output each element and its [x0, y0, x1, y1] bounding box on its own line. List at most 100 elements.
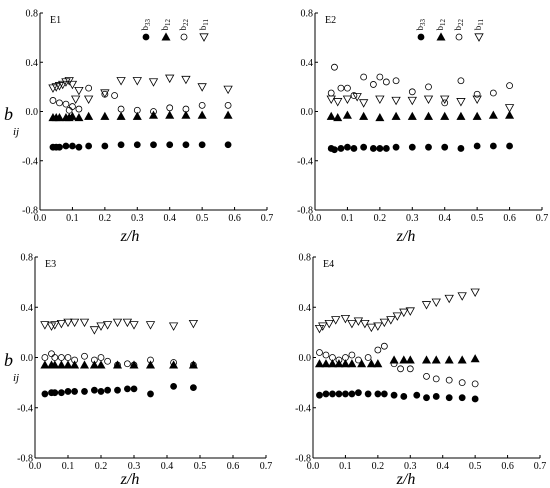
data-point-b33: [382, 145, 390, 152]
data-point-b12: [89, 360, 99, 369]
data-point-b11: [358, 99, 369, 108]
x-tick-label: 0.0: [309, 213, 322, 224]
data-point-b11: [440, 95, 450, 105]
data-point-b33: [224, 141, 232, 149]
data-point-b12: [79, 360, 90, 369]
x-tick-label: 0.6: [503, 213, 516, 224]
data-point-b22: [198, 101, 206, 109]
data-point-b22: [104, 357, 111, 365]
x-tick-label: 0.0: [34, 213, 47, 224]
panel-title: E4: [323, 259, 334, 270]
x-tick-label: 0.7: [536, 213, 549, 224]
data-point-b12: [457, 355, 467, 364]
data-point-b11: [392, 312, 402, 321]
legend-label: b12: [160, 19, 172, 31]
legend-label: b22: [178, 19, 190, 31]
data-point-b11: [472, 95, 482, 105]
data-point-b22: [327, 89, 335, 97]
data-point-b11: [457, 292, 467, 301]
data-point-b33: [441, 143, 449, 151]
data-point-b33: [329, 390, 336, 398]
data-point-b22: [471, 380, 479, 388]
panel-e4: 0.0 0.1 0.2 0.3 0.4 0.5 0.6 0.7 -0.8 -0.4 0.0 0.4 0.…: [295, 253, 546, 488]
data-point-b33: [316, 391, 323, 399]
data-point-b12: [334, 359, 344, 368]
data-point-b22: [41, 354, 49, 361]
data-point-b33: [133, 141, 141, 149]
x-tick-label: 0.7: [260, 461, 273, 472]
x-tick-label: 0.4: [438, 213, 451, 224]
data-point-b33: [81, 388, 88, 395]
data-point-b12: [488, 110, 498, 119]
data-point-b12: [67, 111, 77, 120]
legend-label: b11: [473, 19, 485, 31]
data-point-b11: [96, 322, 106, 331]
data-point-b33: [166, 141, 174, 149]
data-point-b22: [49, 97, 57, 104]
data-point-b11: [168, 322, 179, 331]
data-point-b12: [223, 110, 233, 119]
data-point-b12: [148, 110, 159, 119]
data-point-b11: [324, 319, 334, 329]
data-point-b11: [223, 85, 233, 95]
y-axis-label-subscript: ij: [13, 372, 19, 384]
legend-marker-b33: [142, 33, 150, 41]
data-point-b12: [169, 360, 179, 369]
data-point-b11: [347, 319, 357, 329]
data-point-b33: [380, 390, 388, 398]
data-point-b12: [440, 111, 450, 120]
data-point-b11: [83, 95, 94, 105]
data-point-b11: [423, 95, 434, 105]
series-b11: [48, 74, 233, 105]
data-point-b12: [456, 111, 466, 120]
series-b12: [326, 110, 515, 122]
panel-title: E1: [50, 15, 61, 26]
data-point-b22: [97, 354, 105, 361]
data-point-b33: [64, 388, 72, 395]
x-tick-label: 0.0: [29, 461, 42, 472]
data-point-b12: [399, 355, 409, 364]
x-tick-label: 0.4: [161, 461, 174, 472]
data-point-b33: [51, 389, 59, 397]
legend-label: b33: [415, 19, 427, 31]
data-point-b11: [318, 322, 328, 331]
data-point-b11: [129, 321, 139, 330]
series-b33: [49, 141, 232, 151]
panel-title: E3: [45, 259, 56, 270]
data-point-b22: [322, 351, 330, 359]
data-point-b33: [322, 390, 330, 398]
data-point-b12: [145, 360, 156, 369]
legend-marker-b12: [161, 32, 171, 41]
data-point-b11: [102, 321, 113, 330]
data-point-b12: [347, 359, 357, 368]
legend-marker-b11: [199, 33, 209, 42]
data-point-b11: [444, 294, 454, 304]
data-point-b22: [337, 84, 345, 92]
data-point-b33: [342, 390, 349, 398]
data-point-b22: [64, 354, 72, 361]
x-tick-label: 0.2: [372, 461, 385, 472]
data-point-b22: [457, 77, 465, 85]
data-point-b33: [150, 141, 157, 149]
panel-title: E2: [325, 15, 336, 26]
data-point-b11: [74, 86, 84, 96]
data-point-b33: [85, 142, 93, 150]
y-tick-label: -0.4: [297, 156, 313, 167]
x-tick-label: 0.5: [194, 461, 207, 472]
data-point-b12: [423, 111, 434, 120]
data-point-b11: [373, 322, 383, 331]
x-axis-label: z/h: [120, 228, 140, 245]
data-point-b22: [344, 84, 351, 92]
data-point-b33: [182, 141, 190, 149]
data-point-b33: [170, 382, 178, 390]
data-point-b22: [369, 81, 377, 88]
data-point-b11: [145, 321, 156, 330]
data-point-b22: [56, 99, 63, 107]
data-point-b33: [408, 143, 416, 151]
data-point-b12: [373, 359, 383, 368]
x-tick-label: 0.4: [163, 213, 176, 224]
data-point-b22: [111, 92, 118, 99]
data-point-b33: [364, 390, 372, 398]
data-point-b11: [56, 319, 67, 329]
data-point-b12: [165, 110, 175, 119]
